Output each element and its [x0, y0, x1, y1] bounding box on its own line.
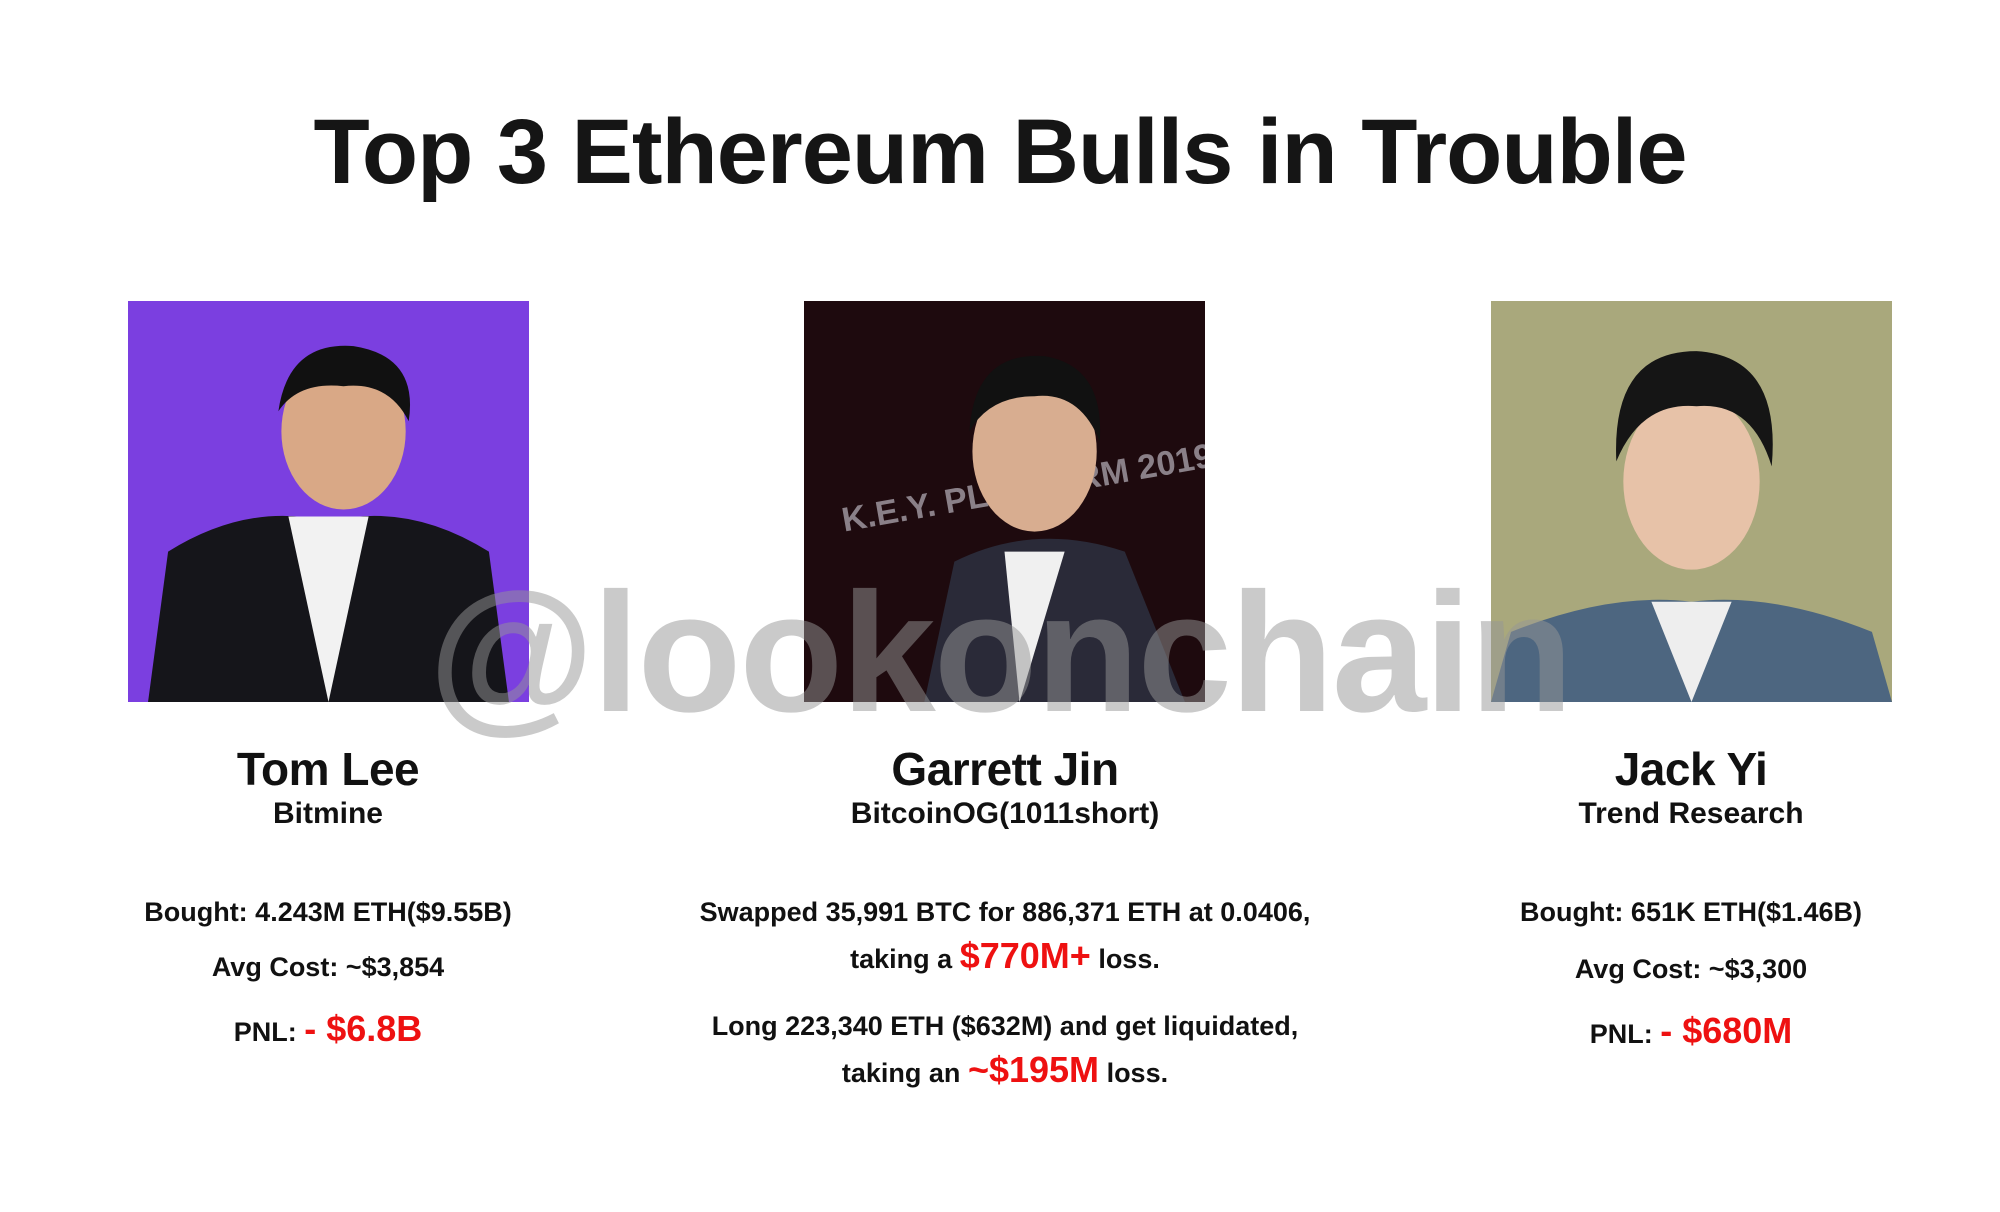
long-text: Long 223,340 ETH ($632M) and get liquida…: [711, 1011, 1299, 1041]
pnl-line: PNL: - $680M: [1371, 1010, 2000, 1052]
swap-loss-suffix: loss.: [1098, 944, 1160, 974]
pnl-label: PNL:: [233, 1017, 297, 1047]
long-loss-value: ~$195M: [967, 1049, 1100, 1090]
person-org: BitcoinOG(1011short): [850, 797, 1160, 830]
pnl-line: PNL: - $6.8B: [8, 1008, 648, 1050]
avg-cost-text: Avg Cost: ~$3,854: [211, 952, 445, 982]
person-org: Bitmine: [272, 797, 383, 830]
jack-yi-photo: [1491, 301, 1892, 702]
person-name: Tom Lee: [236, 743, 420, 795]
pnl-label: PNL:: [1589, 1019, 1653, 1049]
long-loss-line: taking an ~$195M loss.: [685, 1049, 1325, 1091]
garrett-jin-photo: K.E.Y. PLATFORM 2019: [804, 301, 1205, 702]
pnl-value: - $680M: [1660, 1010, 1793, 1051]
swap-loss-prefix: taking a: [850, 944, 953, 974]
long-loss-suffix: loss.: [1106, 1058, 1169, 1088]
swap-loss-value: $770M+: [959, 935, 1091, 976]
person-name: Garrett Jin: [891, 743, 1119, 795]
long-loss-prefix: taking an: [841, 1058, 961, 1088]
watermark: @lookonchain: [428, 558, 1574, 748]
pnl-value: - $6.8B: [304, 1008, 423, 1049]
person-org: Trend Research: [1578, 797, 1804, 830]
tom-lee-photo: [128, 301, 529, 702]
swap-loss-line: taking a $770M+ loss.: [685, 935, 1325, 977]
bought-text: Bought: 651K ETH($1.46B): [1519, 897, 1863, 927]
bought-text: Bought: 4.243M ETH($9.55B): [144, 897, 512, 927]
swap-text: Swapped 35,991 BTC for 886,371 ETH at 0.…: [699, 897, 1311, 927]
person-name: Jack Yi: [1614, 743, 1768, 795]
page-title: Top 3 Ethereum Bulls in Trouble: [313, 101, 1688, 203]
avg-cost-text: Avg Cost: ~$3,300: [1574, 954, 1808, 984]
